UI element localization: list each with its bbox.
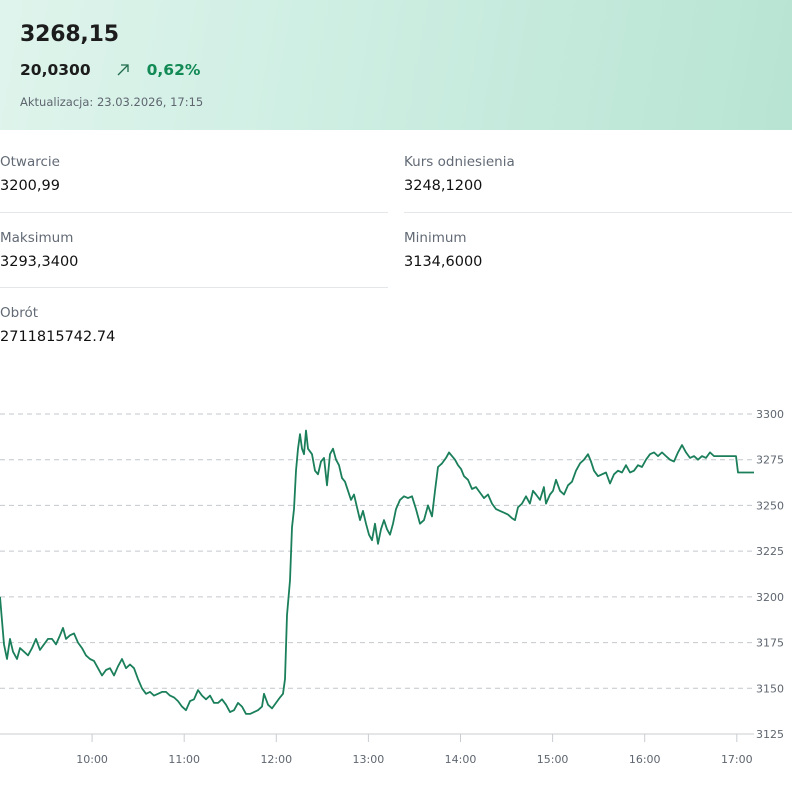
axes: 3125 3150 3175 3200 3225 3250 3275 3300 10:00 11:… bbox=[0, 408, 784, 766]
stat-label: Otwarcie bbox=[0, 154, 60, 170]
arrow-up-right-icon bbox=[115, 62, 131, 78]
x-tick-label: 17:00 bbox=[721, 753, 753, 766]
change-absolute: 20,0300 bbox=[20, 61, 91, 79]
y-tick-label: 3300 bbox=[756, 408, 784, 421]
x-tick-label: 12:00 bbox=[260, 753, 292, 766]
stat-value: 3293,3400 bbox=[0, 254, 79, 270]
current-price: 3268,15 bbox=[20, 22, 119, 47]
x-tick-label: 10:00 bbox=[76, 753, 108, 766]
y-tick-label: 3200 bbox=[756, 591, 784, 604]
stat-label: Minimum bbox=[404, 230, 467, 246]
chart-svg[interactable]: 3125 3150 3175 3200 3225 3250 3275 3300 10:00 11:… bbox=[0, 395, 792, 790]
series-layer bbox=[0, 429, 754, 715]
x-tick-label: 15:00 bbox=[537, 753, 569, 766]
divider bbox=[0, 287, 388, 288]
divider bbox=[404, 212, 792, 213]
stat-value: 2711815742.74 bbox=[0, 329, 116, 345]
y-tick-label: 3125 bbox=[756, 728, 784, 741]
price-chart[interactable]: 3125 3150 3175 3200 3225 3250 3275 3300 10:00 11:… bbox=[0, 395, 792, 790]
x-tick-label: 13:00 bbox=[353, 753, 385, 766]
stat-label: Maksimum bbox=[0, 230, 74, 246]
y-tick-label: 3275 bbox=[756, 454, 784, 467]
divider bbox=[0, 212, 388, 213]
grid-lines bbox=[0, 413, 754, 689]
y-tick-label: 3250 bbox=[756, 499, 784, 512]
quote-header: 3268,15 20,0300 0,62% Aktualizacja: 23.0… bbox=[0, 0, 792, 130]
stat-label: Kurs odniesienia bbox=[404, 154, 515, 170]
x-tick-label: 11:00 bbox=[168, 753, 200, 766]
y-tick-label: 3175 bbox=[756, 637, 784, 650]
change-percent: 0,62% bbox=[146, 61, 201, 79]
last-updated: Aktualizacja: 23.03.2026, 17:15 bbox=[20, 95, 204, 109]
stat-value: 3200,99 bbox=[0, 178, 60, 194]
x-tick-label: 14:00 bbox=[445, 753, 477, 766]
x-tick-label: 16:00 bbox=[629, 753, 661, 766]
stat-value: 3248,1200 bbox=[404, 178, 483, 194]
change-row: 20,0300 0,62% bbox=[20, 61, 200, 79]
stat-label: Obrót bbox=[0, 305, 39, 321]
y-tick-label: 3225 bbox=[756, 545, 784, 558]
y-tick-label: 3150 bbox=[756, 682, 784, 695]
price-line[interactable] bbox=[0, 429, 754, 715]
stat-value: 3134,6000 bbox=[404, 254, 483, 270]
